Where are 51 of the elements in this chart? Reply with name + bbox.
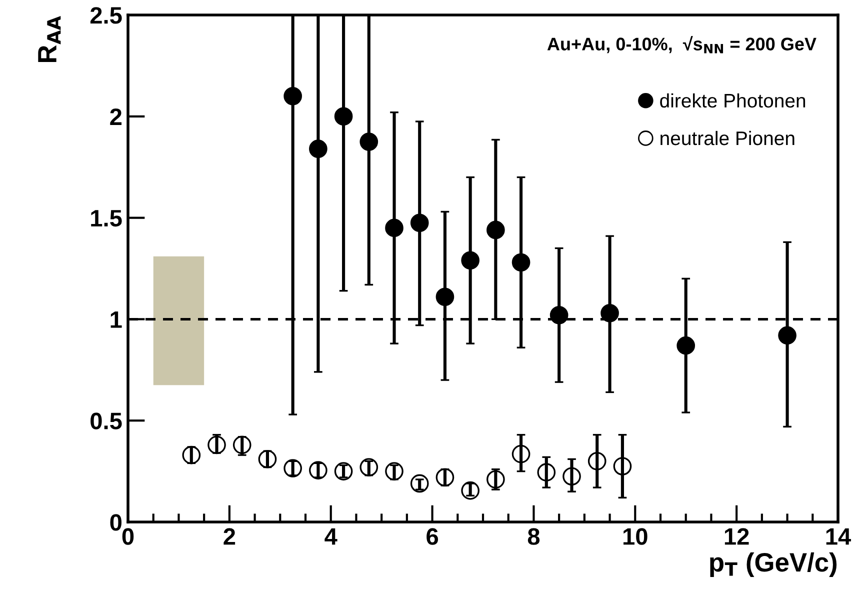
point <box>385 218 404 238</box>
y-tick-label: 0 <box>110 514 122 531</box>
point <box>208 436 226 454</box>
point <box>284 86 302 106</box>
legend-label: direkte Photonen <box>660 93 806 108</box>
point <box>512 444 530 464</box>
y-axis-title: R$_{AA}$ <box>38 16 61 62</box>
point <box>588 452 606 470</box>
point <box>410 474 429 493</box>
annotation: Au+Au, 0-10%, √s$_{NN}$ = 200 GeV <box>547 36 816 54</box>
y-tick-label: 1.5 <box>91 210 122 227</box>
point <box>284 459 302 478</box>
point <box>410 214 429 232</box>
y-tick-label: 1 <box>110 312 122 328</box>
point <box>309 461 328 480</box>
x-tick-label: 8 <box>528 528 540 545</box>
x-tick-label: 2 <box>224 528 236 545</box>
point <box>232 436 252 454</box>
point <box>461 251 480 270</box>
point <box>778 326 796 345</box>
y-tick-label: 2.5 <box>90 7 122 24</box>
point <box>334 107 353 126</box>
point <box>562 467 581 486</box>
x-tick-label: 10 <box>624 528 648 545</box>
point <box>550 306 568 324</box>
point <box>334 462 353 480</box>
point <box>309 140 328 158</box>
point <box>613 457 632 476</box>
x-tick-label: 0 <box>122 528 134 545</box>
point <box>600 304 619 322</box>
y-tick-label: 2 <box>110 108 122 125</box>
legend-label: neutrale Pionen <box>660 130 794 146</box>
point <box>512 253 530 272</box>
point <box>360 132 378 151</box>
x-tick-label: 6 <box>426 528 438 545</box>
x-tick-label: 14 <box>826 528 852 545</box>
point <box>486 470 505 489</box>
point <box>676 336 696 355</box>
x-tick-label: 4 <box>324 528 338 545</box>
point <box>486 220 505 240</box>
point <box>360 458 378 476</box>
point <box>182 446 201 464</box>
x-tick-label: 12 <box>724 528 749 545</box>
point <box>436 468 454 487</box>
y-tick-label: 0.5 <box>90 412 122 430</box>
point <box>436 288 454 306</box>
point <box>258 450 277 468</box>
point <box>537 463 556 482</box>
x-axis-title: p$_{T}$ (GeV/c) <box>710 552 837 577</box>
point <box>385 462 404 480</box>
point <box>461 481 480 500</box>
